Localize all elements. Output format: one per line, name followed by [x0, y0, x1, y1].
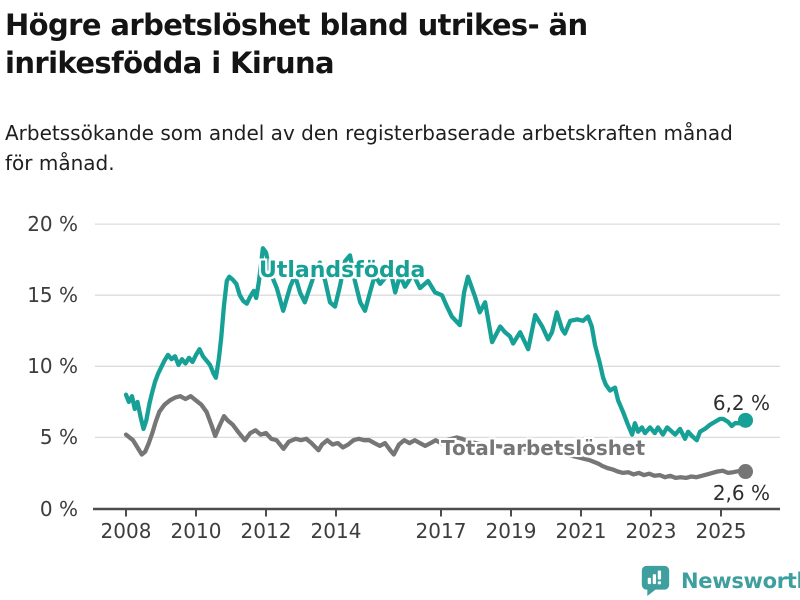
series-line-total	[123, 394, 748, 481]
series-end-dot-total	[738, 464, 753, 480]
chart-subtitle: Arbetssökande som andel av den registerb…	[5, 118, 785, 178]
page-title-line-1: Högre arbetslöshet bland utrikes- än	[5, 8, 588, 42]
newsworthy-wordmark: Newsworthy	[681, 568, 800, 593]
newsworthy-logo: Newsworthy	[640, 564, 800, 597]
page-title-line-2: inrikesfödda i Kiruna	[5, 46, 335, 80]
page-title: Högre arbetslöshet bland utrikes- än inr…	[5, 6, 735, 82]
bar-chart-speech-bubble-icon	[641, 565, 670, 596]
chart-subtitle-line-1: Arbetssökande som andel av den registerb…	[5, 121, 733, 145]
series-end-dot-utlandsfodda	[738, 412, 753, 428]
chart-subtitle-line-2: för månad.	[5, 151, 115, 175]
series-line-utlandsfodda	[123, 246, 748, 443]
